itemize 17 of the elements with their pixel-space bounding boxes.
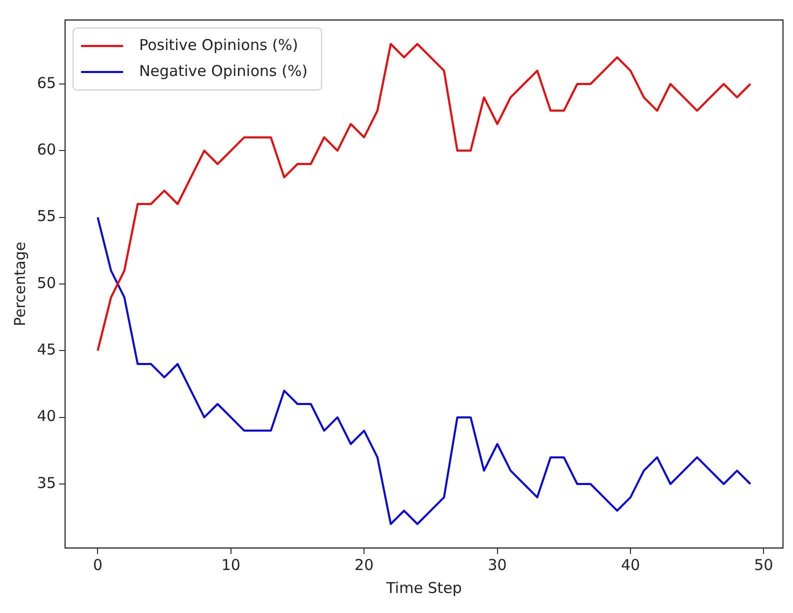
y-tick-label: 55 [36, 207, 56, 226]
legend-label: Positive Opinions (%) [139, 36, 298, 54]
y-tick-label: 45 [36, 340, 56, 359]
y-tick-label: 35 [36, 474, 56, 492]
y-tick-label: 60 [36, 140, 56, 159]
y-tick-label: 65 [36, 74, 56, 92]
x-axis-title: Time Step [385, 578, 462, 597]
x-tick-label: 0 [92, 556, 102, 574]
x-tick-label: 40 [620, 556, 640, 574]
x-tick-label: 10 [221, 556, 240, 574]
y-tick-label: 50 [36, 274, 56, 292]
x-tick-label: 20 [354, 556, 374, 574]
x-tick-label: 50 [754, 556, 774, 574]
y-tick-label: 40 [36, 407, 56, 426]
x-tick-label: 30 [488, 556, 507, 574]
y-axis-title: Percentage [10, 242, 29, 326]
legend-label: Negative Opinions (%) [139, 62, 308, 80]
